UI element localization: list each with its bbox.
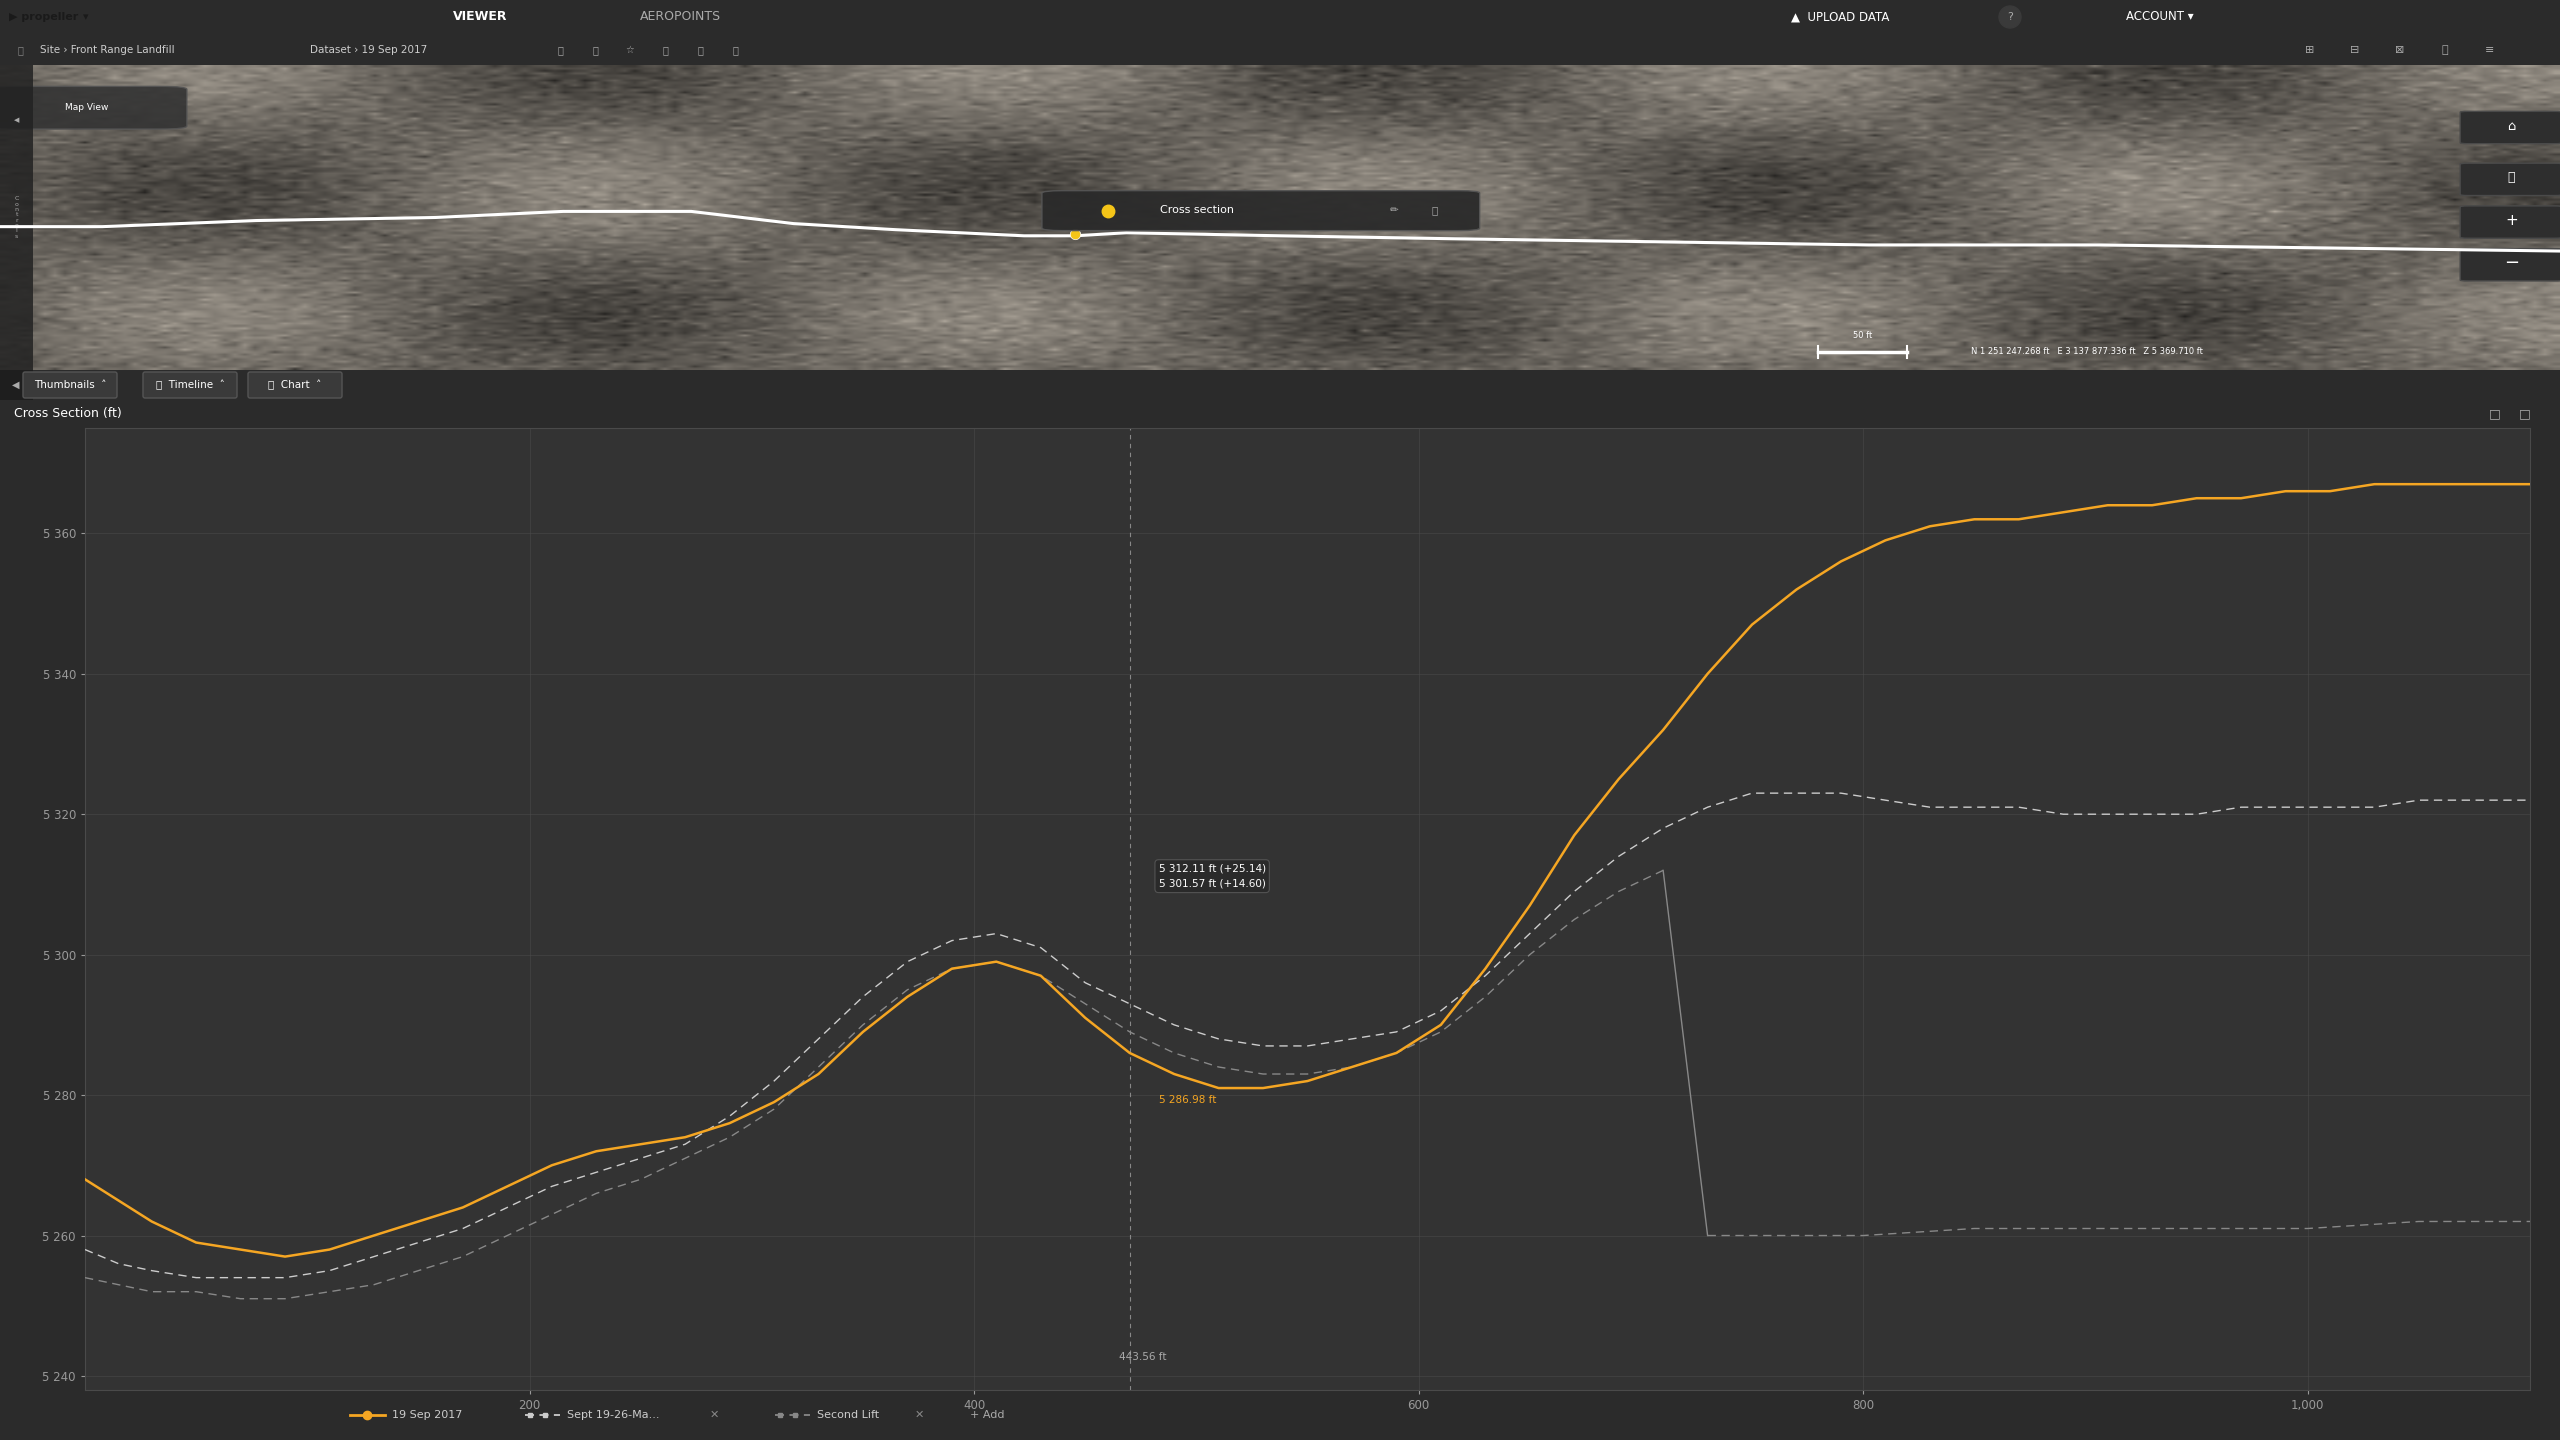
Text: Cross Section (ft): Cross Section (ft) — [13, 408, 123, 420]
Text: ✕: ✕ — [914, 1410, 924, 1420]
FancyBboxPatch shape — [2460, 163, 2560, 196]
Text: C
o
n
t
r
o
l
s: C o n t r o l s — [15, 196, 18, 239]
Text: N 1 251 247.268 ft   E 3 137 877.336 ft   Z 5 369.710 ft: N 1 251 247.268 ft E 3 137 877.336 ft Z … — [1971, 347, 2204, 356]
Text: ?: ? — [2007, 12, 2012, 22]
Text: Second Lift: Second Lift — [817, 1410, 878, 1420]
Text: ✏: ✏ — [1390, 204, 1398, 215]
Text: 443.56 ft: 443.56 ft — [1119, 1352, 1165, 1362]
Text: 5 312.11 ft (+25.14)
5 301.57 ft (+14.60): 5 312.11 ft (+25.14) 5 301.57 ft (+14.60… — [1160, 864, 1265, 888]
Bar — [0, 370, 33, 400]
FancyBboxPatch shape — [143, 372, 238, 397]
Text: +: + — [2506, 213, 2516, 228]
Text: 🌐: 🌐 — [2509, 171, 2514, 184]
Text: □: □ — [2488, 408, 2501, 420]
Text: ▲  UPLOAD DATA: ▲ UPLOAD DATA — [1792, 10, 1889, 23]
Text: ✕: ✕ — [709, 1410, 719, 1420]
Text: VIEWER: VIEWER — [453, 10, 507, 23]
Text: ⊟: ⊟ — [2350, 45, 2360, 55]
FancyBboxPatch shape — [2460, 249, 2560, 281]
Text: ⤢: ⤢ — [2442, 45, 2447, 55]
Text: Map View: Map View — [67, 104, 108, 112]
Text: ⊞: ⊞ — [2307, 45, 2314, 55]
Text: Thumbnails  ˄: Thumbnails ˄ — [33, 380, 108, 390]
Text: + Add: + Add — [970, 1410, 1004, 1420]
Text: 📷: 📷 — [696, 45, 704, 55]
Text: □: □ — [2519, 408, 2532, 420]
FancyBboxPatch shape — [0, 86, 187, 130]
Text: 🔒: 🔒 — [18, 45, 23, 55]
Text: ▾: ▾ — [82, 12, 90, 22]
Text: 📈  Chart  ˄: 📈 Chart ˄ — [269, 380, 323, 390]
Text: 📍: 📍 — [558, 45, 563, 55]
Text: ⊠: ⊠ — [2396, 45, 2404, 55]
Text: ⏱  Timeline  ˄: ⏱ Timeline ˄ — [156, 380, 225, 390]
Text: −: − — [2504, 255, 2519, 272]
Text: 🖨: 🖨 — [663, 45, 668, 55]
Text: ◀: ◀ — [13, 380, 20, 390]
Text: 19 Sep 2017: 19 Sep 2017 — [392, 1410, 463, 1420]
Text: ⌂: ⌂ — [2506, 120, 2516, 132]
Bar — [0, 65, 33, 370]
FancyBboxPatch shape — [2460, 111, 2560, 144]
Text: ▶ propeller: ▶ propeller — [8, 12, 77, 22]
Text: Site › Front Range Landfill: Site › Front Range Landfill — [41, 45, 174, 55]
Text: 🗑: 🗑 — [1431, 204, 1436, 215]
Text: 50 ft: 50 ft — [1853, 331, 1871, 340]
Circle shape — [1999, 6, 2020, 27]
Text: ACCOUNT ▾: ACCOUNT ▾ — [2127, 10, 2194, 23]
Text: Cross section: Cross section — [1160, 204, 1234, 215]
Text: Dataset › 19 Sep 2017: Dataset › 19 Sep 2017 — [310, 45, 428, 55]
Text: 👤: 👤 — [732, 45, 737, 55]
Text: ☆: ☆ — [625, 45, 635, 55]
Text: 🔀: 🔀 — [591, 45, 599, 55]
FancyBboxPatch shape — [1042, 190, 1480, 230]
Text: Sept 19-26-Ma...: Sept 19-26-Ma... — [566, 1410, 660, 1420]
Text: ◀: ◀ — [13, 117, 20, 122]
FancyBboxPatch shape — [23, 372, 118, 397]
Text: AEROPOINTS: AEROPOINTS — [640, 10, 719, 23]
Text: ≡: ≡ — [2486, 45, 2493, 55]
FancyBboxPatch shape — [248, 372, 343, 397]
FancyBboxPatch shape — [2460, 206, 2560, 238]
Text: 5 286.98 ft: 5 286.98 ft — [1160, 1094, 1216, 1104]
